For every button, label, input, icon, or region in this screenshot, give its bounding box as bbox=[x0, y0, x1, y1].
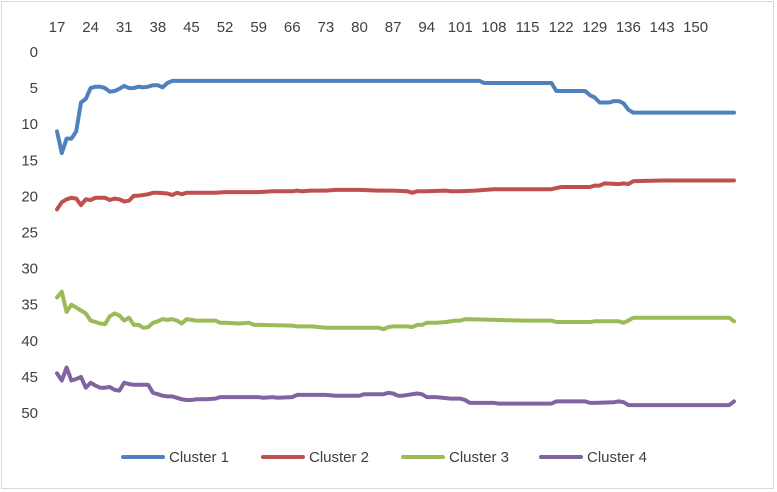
series-lines bbox=[55, 78, 736, 408]
series-line-cluster-3 bbox=[55, 289, 736, 332]
x-tick-label: 101 bbox=[448, 19, 473, 36]
x-tick-label: 143 bbox=[649, 19, 674, 36]
x-tick-label: 45 bbox=[183, 19, 200, 36]
x-tick-label: 87 bbox=[385, 19, 402, 36]
x-tick-label: 80 bbox=[351, 19, 368, 36]
y-tick-label: 10 bbox=[21, 116, 38, 133]
y-tick-label: 30 bbox=[21, 261, 38, 278]
x-tick-label: 136 bbox=[616, 19, 641, 36]
y-tick-label: 35 bbox=[21, 297, 38, 314]
x-tick-label: 66 bbox=[284, 19, 301, 36]
x-tick-label: 59 bbox=[250, 19, 267, 36]
series-line-cluster-4 bbox=[55, 365, 736, 408]
x-tick-label: 38 bbox=[149, 19, 166, 36]
x-tick-label: 129 bbox=[582, 19, 607, 36]
legend-label-cluster-1: Cluster 1 bbox=[169, 449, 229, 466]
series-line-cluster-1 bbox=[55, 78, 736, 156]
x-tick-label: 108 bbox=[481, 19, 506, 36]
x-tick-label: 94 bbox=[418, 19, 435, 36]
x-tick-label: 122 bbox=[549, 19, 574, 36]
y-tick-label: 0 bbox=[30, 44, 38, 61]
x-tick-label: 31 bbox=[116, 19, 133, 36]
y-tick-label: 45 bbox=[21, 369, 38, 386]
y-tick-label: 15 bbox=[21, 152, 38, 169]
x-tick-label: 150 bbox=[683, 19, 708, 36]
y-tick-label: 25 bbox=[21, 225, 38, 242]
series-line-cluster-2 bbox=[55, 178, 736, 212]
x-tick-label: 115 bbox=[516, 19, 540, 36]
x-tick-label: 52 bbox=[217, 19, 234, 36]
x-tick-label: 24 bbox=[82, 19, 99, 36]
legend-label-cluster-3: Cluster 3 bbox=[449, 449, 509, 466]
y-tick-label: 50 bbox=[21, 405, 38, 422]
x-axis-tick-labels: 17 24 31 38 45 52 59 66 73 80 87 94 101 108 115 122 129 1… bbox=[49, 19, 708, 36]
x-tick-label: 17 bbox=[49, 19, 66, 36]
legend: Cluster 1 Cluster 2 Cluster 3 Cluster 4 bbox=[121, 449, 647, 466]
y-axis-tick-labels: 0 5 10 15 20 25 30 35 40 45 50 bbox=[21, 44, 38, 422]
x-tick-label: 73 bbox=[318, 19, 335, 36]
y-tick-label: 20 bbox=[21, 188, 38, 205]
legend-label-cluster-4: Cluster 4 bbox=[587, 449, 647, 466]
legend-label-cluster-2: Cluster 2 bbox=[309, 449, 369, 466]
y-tick-label: 5 bbox=[30, 80, 38, 97]
y-tick-label: 40 bbox=[21, 333, 38, 350]
